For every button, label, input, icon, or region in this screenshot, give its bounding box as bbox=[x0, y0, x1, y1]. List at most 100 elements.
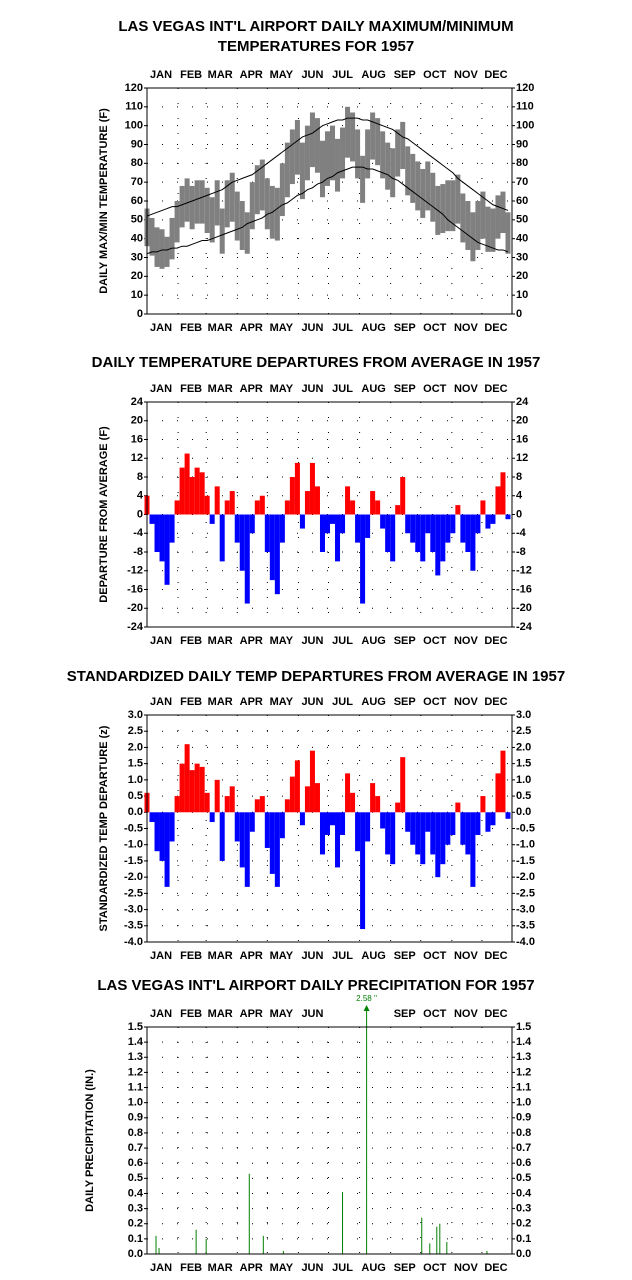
departure-bar bbox=[159, 514, 165, 562]
y-tick-label: 1.4 bbox=[128, 1036, 144, 1048]
y-tick-label: 0.9 bbox=[128, 1112, 143, 1124]
departure-bar bbox=[309, 750, 315, 813]
y-tick-label: 3.0 bbox=[516, 709, 531, 721]
temp-range bbox=[244, 212, 250, 254]
month-label: APR bbox=[240, 69, 263, 81]
month-label: SEP bbox=[394, 1008, 416, 1020]
y-tick-label: 8 bbox=[516, 471, 522, 483]
departure-bar bbox=[370, 491, 376, 515]
departure-bar bbox=[445, 514, 451, 543]
departure-bar bbox=[470, 812, 476, 887]
month-label: MAR bbox=[208, 950, 233, 962]
departure-bar bbox=[164, 812, 170, 887]
y-tick-label: 110 bbox=[516, 101, 534, 113]
y-tick-label: 0.1 bbox=[516, 1233, 531, 1245]
departure-bar bbox=[264, 514, 270, 552]
y-tick-label: 70 bbox=[516, 176, 528, 188]
temp-range bbox=[164, 236, 170, 267]
month-label: JAN bbox=[150, 950, 172, 962]
month-label: DEC bbox=[484, 383, 507, 395]
month-label: JUN bbox=[301, 1008, 323, 1020]
departure-bar bbox=[445, 812, 451, 845]
month-label: SEP bbox=[394, 1262, 416, 1274]
temp-range bbox=[154, 227, 160, 267]
departure-bar bbox=[179, 763, 185, 813]
departure-bar bbox=[460, 514, 466, 543]
temp-range bbox=[410, 153, 416, 203]
month-label: SEP bbox=[394, 950, 416, 962]
temp-range bbox=[400, 121, 406, 169]
y-tick-label: 0.8 bbox=[128, 1127, 143, 1139]
departure-bar bbox=[405, 514, 411, 534]
month-label: APR bbox=[240, 635, 263, 647]
y-tick-label: 0.3 bbox=[516, 1203, 531, 1215]
departure-bar bbox=[450, 514, 456, 534]
y-tick-label: 1.3 bbox=[516, 1051, 531, 1063]
y-tick-label: 80 bbox=[516, 157, 528, 169]
temp-range bbox=[355, 129, 361, 179]
temp-range bbox=[299, 142, 305, 200]
temp-range bbox=[284, 142, 290, 198]
departure-bar bbox=[405, 812, 411, 832]
temp-range bbox=[289, 129, 295, 185]
departure-bar bbox=[209, 514, 215, 524]
departure-bar bbox=[350, 500, 356, 515]
month-label: JUN bbox=[301, 635, 323, 647]
y-tick-label: 0.2 bbox=[128, 1218, 143, 1230]
temp-range bbox=[219, 208, 225, 254]
departure-bar bbox=[199, 472, 205, 515]
chart-title: DAILY TEMPERATURE DEPARTURES FROM AVERAG… bbox=[92, 354, 541, 371]
departure-bar bbox=[234, 812, 240, 842]
month-label: FEB bbox=[180, 1262, 202, 1274]
departure-bar bbox=[184, 744, 190, 813]
month-label: JAN bbox=[150, 696, 172, 708]
departure-bar bbox=[259, 495, 265, 515]
month-label: NOV bbox=[454, 383, 479, 395]
y-tick-label: 1.1 bbox=[128, 1081, 143, 1093]
y-tick-label: 2.5 bbox=[128, 725, 143, 737]
departure-bar bbox=[319, 812, 325, 855]
month-label: FEB bbox=[180, 69, 202, 81]
departure-bar bbox=[244, 514, 250, 604]
departure-bar bbox=[460, 812, 466, 845]
y-tick-label: 20 bbox=[516, 270, 528, 282]
departure-bar bbox=[274, 514, 280, 595]
departure-bar bbox=[224, 500, 230, 515]
month-label: NOV bbox=[454, 322, 479, 334]
departure-bar bbox=[239, 514, 245, 571]
departure-bar bbox=[314, 486, 320, 515]
departure-bar bbox=[319, 514, 325, 552]
month-label: JAN bbox=[150, 635, 172, 647]
departure-bar bbox=[345, 486, 351, 515]
month-label: JAN bbox=[150, 383, 172, 395]
month-label: NOV bbox=[454, 1008, 479, 1020]
annotation-arrowhead bbox=[363, 1005, 370, 1011]
month-label: MAR bbox=[208, 322, 233, 334]
y-tick-label: 20 bbox=[131, 415, 143, 427]
departure-bar bbox=[184, 453, 190, 515]
month-label: DEC bbox=[484, 1262, 507, 1274]
month-label: NOV bbox=[454, 1262, 479, 1274]
temp-range bbox=[319, 140, 325, 198]
departure-bar bbox=[149, 514, 155, 524]
temp-range bbox=[375, 118, 381, 166]
month-label: JUL bbox=[332, 635, 353, 647]
y-tick-label: 24 bbox=[131, 396, 144, 408]
y-tick-label: 8 bbox=[137, 471, 143, 483]
temp-range bbox=[149, 217, 155, 256]
temp-range bbox=[264, 178, 270, 230]
temp-range bbox=[169, 217, 175, 260]
y-tick-label: -2.0 bbox=[516, 871, 535, 883]
y-tick-label: 2.0 bbox=[128, 741, 143, 753]
temp-range bbox=[335, 138, 341, 192]
month-label: JUL bbox=[332, 950, 353, 962]
temp-range bbox=[425, 161, 431, 211]
plot bbox=[144, 453, 511, 604]
temp-range bbox=[460, 193, 466, 243]
y-tick-label: 1.0 bbox=[128, 774, 143, 786]
month-label: JAN bbox=[150, 1008, 172, 1020]
y-tick-label: 4 bbox=[516, 490, 523, 502]
y-tick-label: -24 bbox=[127, 621, 144, 633]
plot-frame bbox=[146, 1026, 513, 1255]
departure-bar bbox=[214, 486, 220, 515]
